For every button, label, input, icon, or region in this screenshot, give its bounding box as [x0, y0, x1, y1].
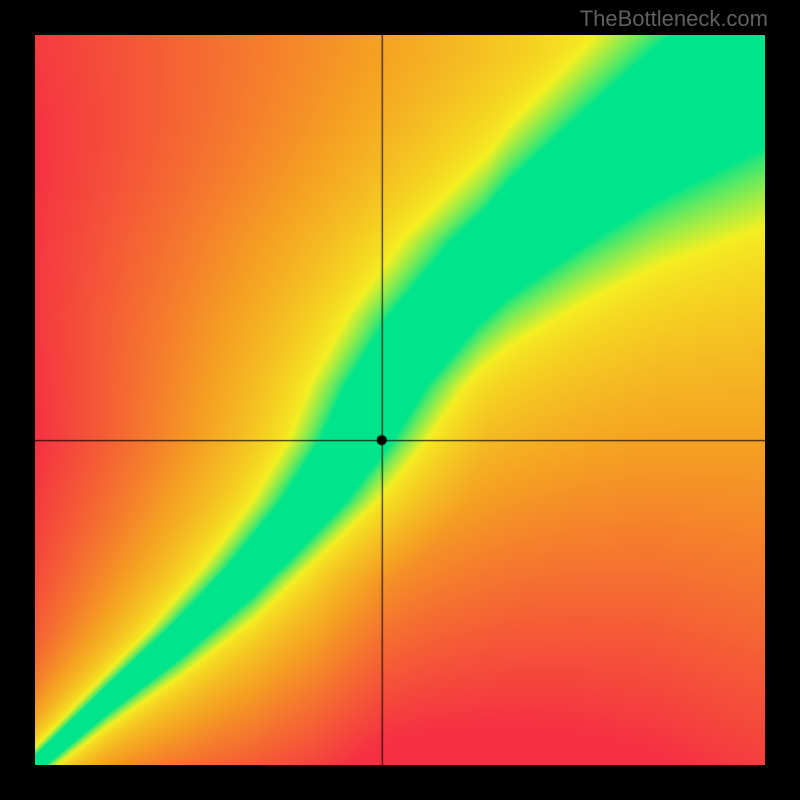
- heatmap-chart: [35, 35, 765, 765]
- heatmap-canvas: [35, 35, 765, 765]
- watermark-text: TheBottleneck.com: [580, 6, 768, 32]
